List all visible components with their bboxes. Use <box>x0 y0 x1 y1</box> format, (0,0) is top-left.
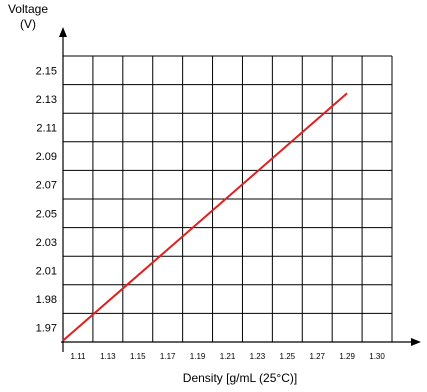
y-tick-label: 2.15 <box>36 65 57 77</box>
y-tick-label: 2.03 <box>36 237 57 249</box>
x-tick-label: 1.27 <box>309 352 325 361</box>
x-tick-label: 1.30 <box>369 352 385 361</box>
x-axis-arrow <box>411 338 421 346</box>
x-tick-label: 1.29 <box>339 352 355 361</box>
y-tick-label: 2.13 <box>36 94 57 106</box>
y-axis-title: Voltage <box>7 2 49 16</box>
x-axis-title: Density [g/mL (25°C)] <box>182 371 298 385</box>
x-tick-label: 1.25 <box>280 352 296 361</box>
x-tick-label: 1.19 <box>190 352 206 361</box>
x-tick-label: 1.11 <box>70 352 86 361</box>
tick-labels: 2.15 2.13 2.11 2.09 2.07 2.05 2.03 2.01 1.98 1.97… <box>36 65 386 361</box>
grid <box>62 55 393 343</box>
x-tick-label: 1.21 <box>220 352 236 361</box>
y-tick-label: 2.11 <box>36 123 57 135</box>
y-tick-label: 2.05 <box>36 208 57 220</box>
x-tick-label: 1.13 <box>100 352 116 361</box>
x-tick-label: 1.17 <box>160 352 176 361</box>
series-line <box>62 92 348 342</box>
y-tick-label: 2.09 <box>36 151 57 163</box>
y-axis-unit: (V) <box>20 17 36 31</box>
axes <box>59 27 421 352</box>
y-axis-arrow <box>59 27 67 37</box>
y-tick-label: 2.01 <box>36 266 57 278</box>
y-tick-label: 1.98 <box>36 294 57 306</box>
y-tick-label: 2.07 <box>36 180 57 192</box>
x-tick-label: 1.23 <box>250 352 266 361</box>
x-tick-label: 1.15 <box>130 352 146 361</box>
series-lines <box>62 92 348 342</box>
y-tick-label: 1.97 <box>36 323 57 335</box>
